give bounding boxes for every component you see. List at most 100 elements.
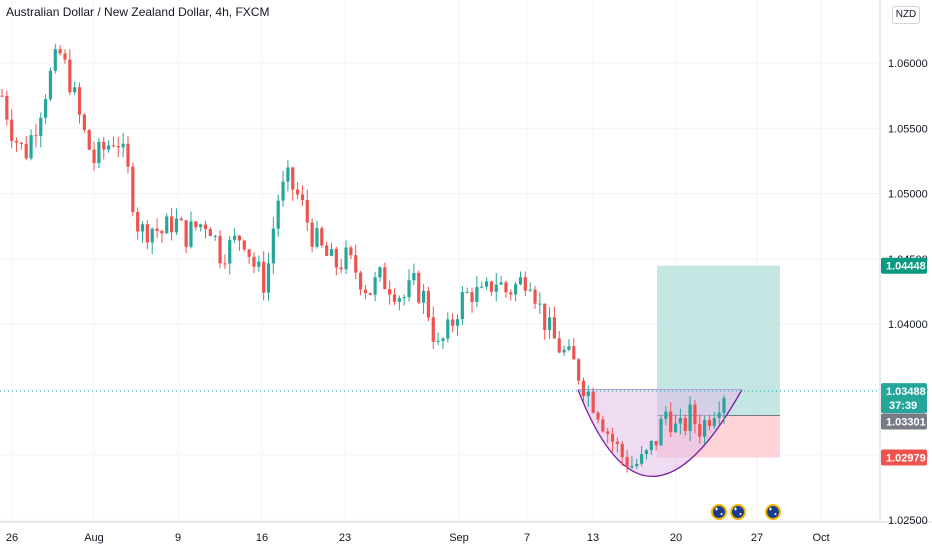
candle-body bbox=[649, 441, 653, 451]
candle-body bbox=[291, 167, 295, 190]
candle-body bbox=[44, 99, 48, 118]
candle-body bbox=[717, 412, 721, 419]
candle-body bbox=[383, 267, 387, 290]
candle-body bbox=[107, 145, 111, 150]
candle-body bbox=[441, 338, 445, 341]
candle-body bbox=[475, 287, 479, 302]
candle-body bbox=[460, 292, 464, 320]
candle-body bbox=[150, 228, 154, 243]
candle-body bbox=[58, 49, 62, 54]
candle-body bbox=[300, 194, 305, 200]
candle-body bbox=[266, 263, 271, 293]
candle-body bbox=[19, 142, 23, 144]
candle-body bbox=[131, 166, 135, 213]
candle-body bbox=[199, 224, 203, 228]
y-tick-label: 1.04000 bbox=[888, 319, 928, 331]
candle-body bbox=[688, 404, 692, 431]
candle-body bbox=[470, 292, 474, 302]
candle-body bbox=[703, 420, 707, 437]
target-price-tag-bg bbox=[881, 257, 927, 274]
flag-disc bbox=[713, 506, 725, 518]
candle-body bbox=[678, 418, 682, 424]
candle-body bbox=[402, 297, 406, 299]
candle-body bbox=[635, 463, 639, 467]
stop-price-tag-bg bbox=[881, 449, 927, 466]
candle-body bbox=[446, 319, 450, 339]
au-flag-icon[interactable] bbox=[711, 504, 727, 520]
x-tick-label: Oct bbox=[812, 532, 829, 544]
candle-body bbox=[344, 247, 348, 270]
candle-body bbox=[213, 235, 217, 237]
au-flag-icon[interactable] bbox=[765, 504, 781, 520]
candle-body bbox=[334, 248, 338, 268]
x-tick-label: 7 bbox=[524, 532, 530, 544]
candle-body bbox=[286, 167, 290, 182]
flag-disc bbox=[732, 506, 744, 518]
candle-body bbox=[242, 240, 246, 250]
candle-body bbox=[165, 216, 169, 234]
candle-body bbox=[315, 228, 319, 247]
candle-body bbox=[499, 282, 503, 285]
candle-body bbox=[174, 218, 179, 233]
x-tick-label: Sep bbox=[449, 532, 469, 544]
candle-body bbox=[140, 224, 145, 232]
candle-body bbox=[543, 303, 547, 330]
candle-body bbox=[39, 117, 43, 137]
candle-body bbox=[77, 87, 82, 115]
candle-body bbox=[547, 317, 552, 330]
countdown-tag: 37:39 bbox=[889, 400, 917, 412]
candle-body bbox=[155, 228, 159, 231]
candle-body bbox=[325, 245, 329, 256]
candle-body bbox=[271, 228, 275, 264]
candle-body bbox=[184, 220, 188, 247]
flag-cross bbox=[734, 507, 737, 511]
candle-body bbox=[145, 224, 149, 243]
candle-body bbox=[421, 290, 426, 303]
cup-curve bbox=[577, 389, 743, 478]
candle-body bbox=[567, 346, 571, 350]
chart-title: Australian Dollar / New Zealand Dollar, … bbox=[6, 5, 269, 19]
candle-body bbox=[615, 441, 619, 444]
candle-body bbox=[640, 454, 644, 464]
au-flag-icon[interactable] bbox=[730, 504, 746, 520]
candle-body bbox=[358, 272, 363, 290]
candle-body bbox=[320, 228, 324, 246]
candle-body bbox=[169, 216, 174, 233]
candle-body bbox=[654, 441, 658, 446]
candle-body bbox=[397, 298, 401, 302]
candle-body bbox=[179, 218, 183, 221]
candle-body bbox=[518, 277, 523, 285]
candle-body bbox=[431, 317, 435, 342]
candle-body bbox=[417, 272, 421, 303]
candle-body bbox=[121, 143, 125, 148]
entry-price-tag: 1.03301 bbox=[886, 416, 926, 428]
stop-price-tag: 1.02979 bbox=[886, 453, 926, 465]
candle-body bbox=[552, 317, 557, 339]
candle-body bbox=[528, 289, 532, 291]
candle-body bbox=[426, 290, 431, 318]
flag-star bbox=[720, 513, 723, 515]
currency-label[interactable]: NZD bbox=[892, 6, 920, 24]
candle-body bbox=[489, 281, 494, 292]
candle-body bbox=[451, 319, 455, 326]
y-tick-label: 1.02500 bbox=[888, 515, 928, 527]
candle-body bbox=[378, 267, 382, 278]
candle-body bbox=[218, 235, 222, 264]
candle-body bbox=[0, 95, 4, 97]
candle-body bbox=[693, 404, 697, 425]
candle-body bbox=[412, 272, 416, 281]
time-axis[interactable]: 26 Aug 9 16 23 Sep 7 13 20 27 Oct bbox=[6, 532, 830, 544]
y-tick-label: 1.05000 bbox=[888, 189, 928, 201]
candle-body bbox=[34, 135, 38, 137]
candle-body bbox=[232, 235, 237, 240]
last-price-tag-bg bbox=[881, 383, 927, 414]
candle-body bbox=[455, 319, 460, 326]
event-markers[interactable] bbox=[711, 504, 781, 520]
candle-body bbox=[136, 212, 140, 232]
last-price-tag: 1.03488 bbox=[886, 386, 926, 398]
flag-star bbox=[774, 513, 777, 515]
candle-body bbox=[625, 457, 629, 468]
candle-body bbox=[247, 249, 251, 257]
candle-body bbox=[388, 289, 392, 295]
